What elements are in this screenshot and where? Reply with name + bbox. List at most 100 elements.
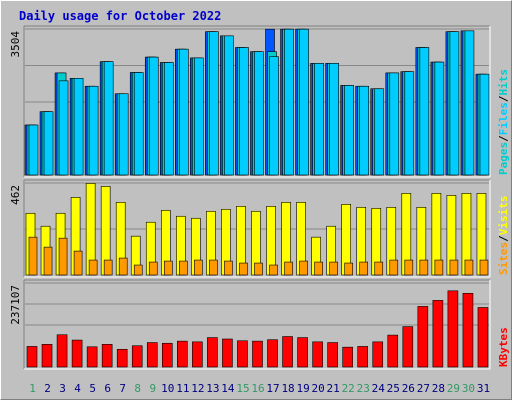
bar-kbytes [207, 337, 218, 368]
bar-files [88, 85, 99, 176]
bar-files [314, 63, 324, 176]
x-tick-label: 26 [402, 382, 415, 395]
bar-files [43, 111, 54, 176]
x-tick-label: 17 [266, 382, 279, 395]
bar-files [118, 93, 129, 176]
bar-files [464, 30, 475, 176]
bar-sites [43, 246, 53, 276]
bar-files [359, 85, 370, 176]
x-tick-label: 11 [176, 382, 189, 395]
legend-entry: KBytes [497, 327, 510, 367]
bar-files [194, 57, 204, 176]
x-tick-label: 28 [432, 382, 445, 395]
x-tick-label: 18 [281, 382, 294, 395]
x-tick-label: 5 [89, 382, 96, 395]
bar-kbytes [192, 341, 203, 368]
bar-sites [389, 259, 399, 276]
bar-kbytes [387, 334, 399, 368]
chart-title: Daily usage for October 2022 [19, 9, 222, 23]
x-tick-label: 1 [29, 382, 36, 395]
bar-kbytes [116, 348, 128, 368]
legend-entry: Files [497, 102, 510, 135]
bar-kbytes [71, 339, 83, 368]
bar-files [374, 88, 385, 176]
x-tick-label: 7 [119, 382, 126, 395]
bar-sites [449, 259, 459, 276]
bar-sites [374, 261, 384, 276]
bar-files [254, 51, 264, 176]
bar-files [148, 56, 159, 176]
bar-sites [103, 259, 113, 276]
bar-files [269, 56, 279, 176]
x-tick-label: 29 [447, 382, 460, 395]
x-tick-label: 22 [342, 382, 355, 395]
bar-sites [404, 259, 414, 276]
bar-files [434, 61, 445, 176]
bar-files [419, 47, 430, 176]
bar-sites [118, 257, 128, 276]
legend-entry: Visits [497, 196, 510, 236]
bar-kbytes [297, 337, 308, 368]
bar-files [449, 31, 460, 176]
bar-files [239, 47, 249, 176]
x-tick-label: 19 [296, 382, 309, 395]
x-tick-label: 25 [387, 382, 400, 395]
bar-files [133, 72, 144, 176]
bar-kbytes [447, 290, 459, 368]
bar-kbytes [86, 346, 98, 368]
bar-sites [314, 261, 323, 276]
bar-kbytes [282, 336, 293, 368]
x-tick-label: 10 [161, 382, 174, 395]
x-tick-label: 27 [417, 382, 430, 395]
x-tick-label: 14 [221, 382, 235, 395]
bar-kbytes [327, 342, 338, 368]
bar-kbytes [402, 326, 414, 368]
bar-files [209, 31, 219, 176]
x-tick-label: 13 [206, 382, 219, 395]
y-max-label: 237107 [9, 285, 22, 325]
bar-kbytes [252, 340, 263, 368]
bar-files [479, 73, 490, 176]
bar-sites [344, 262, 353, 276]
bar-kbytes [146, 342, 158, 368]
bar-sites [299, 260, 308, 276]
bar-files [299, 28, 309, 176]
bar-sites [284, 261, 293, 276]
bar-kbytes [417, 306, 429, 368]
bar-sites [254, 262, 263, 276]
bar-files [224, 35, 234, 176]
bar-kbytes [101, 344, 113, 368]
bar-sites [194, 259, 203, 276]
bar-sites [209, 259, 218, 276]
bar-files [28, 124, 39, 176]
bar-sites [434, 259, 444, 276]
legend-entry: Sites [497, 242, 510, 275]
y-max-label: 3504 [9, 31, 22, 58]
x-tick-label: 24 [372, 382, 386, 395]
legend-entry: / [497, 235, 510, 242]
bar-kbytes [372, 341, 384, 368]
bar-kbytes [477, 307, 489, 368]
bar-files [329, 63, 339, 176]
bar-sites [179, 260, 188, 276]
y-max-label: 462 [9, 185, 22, 205]
legend-entry: Hits [497, 69, 510, 96]
x-tick-label: 4 [74, 382, 81, 395]
legend-visits-sites: Sites/Visits [497, 196, 510, 276]
x-tick-label: 31 [477, 382, 490, 395]
bar-files [389, 72, 400, 176]
bar-files [179, 48, 189, 176]
bar-kbytes [432, 300, 444, 368]
x-tick-label: 21 [327, 382, 340, 395]
bar-sites [479, 259, 489, 276]
bar-files [284, 28, 294, 176]
bar-kbytes [312, 341, 323, 368]
bar-sites [148, 261, 158, 276]
bar-kbytes [237, 340, 248, 368]
bar-sites [73, 250, 83, 276]
bar-kbytes [177, 340, 188, 368]
bar-kbytes [56, 334, 68, 368]
bar-sites [88, 259, 98, 276]
bar-sites [464, 259, 474, 276]
